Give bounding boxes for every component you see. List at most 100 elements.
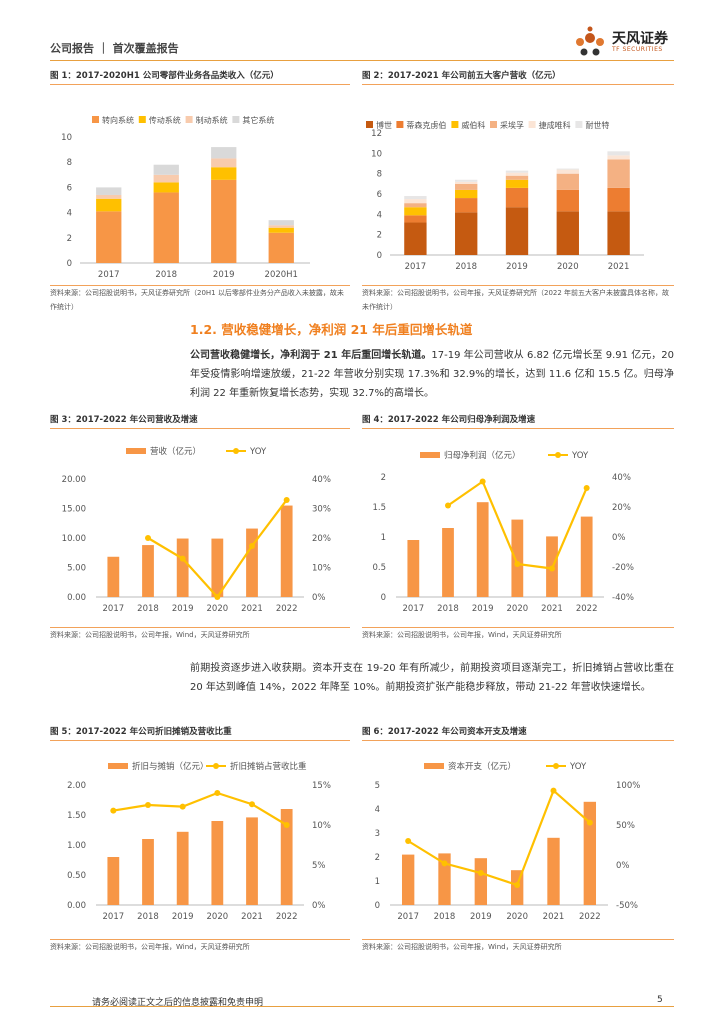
line-point	[249, 542, 255, 549]
legend-swatch-2	[451, 121, 459, 128]
line-point	[145, 535, 151, 541]
y-tick-label: 2.00	[67, 781, 86, 791]
x-tick-label: 2017	[103, 912, 125, 922]
y2-tick-label: 100%	[616, 781, 640, 791]
line-point	[550, 787, 557, 794]
figure-6-source: 资料来源：公司招股说明书，公司年报，Wind，天风证券研究所	[362, 943, 562, 951]
bar-segment	[607, 159, 630, 188]
bar-segment	[268, 232, 294, 263]
line-series	[407, 788, 591, 887]
y2-tick-label: -50%	[616, 901, 638, 911]
y-tick-label: 15.00	[62, 505, 86, 515]
company-logo: 天风证券 TF SECURITIES	[570, 26, 680, 60]
x-tick-label: 2019	[470, 912, 492, 922]
figure-5-title: 图 5：2017-2022 年公司折旧摊销及营收比重	[50, 727, 232, 737]
x-tick-label: 2020H1	[265, 270, 298, 280]
x-tick-label: 2021	[541, 604, 563, 614]
figure-1-rule	[50, 84, 350, 85]
bar-segment	[556, 169, 579, 174]
x-tick-label: 2018	[155, 270, 177, 280]
figure-3-chart: 营收（亿元） YOY 0.00 5.00 10.00 15.00 20.00 0% 10% 20%…	[62, 446, 331, 614]
bar	[511, 519, 524, 597]
legend-bar-label: 资本开支（亿元）	[448, 761, 516, 772]
y2-tick-label: -20%	[612, 563, 634, 573]
x-tick-label: 2021	[543, 912, 565, 922]
x-tick-label: 2020	[207, 604, 229, 614]
legend-swatch-0	[366, 121, 373, 128]
bar-segment	[556, 189, 579, 212]
bar-segment	[404, 199, 427, 204]
legend-label-2: 制动系统	[196, 115, 228, 125]
y-tick-label: 20.00	[62, 475, 86, 485]
bar-segment	[505, 187, 529, 208]
line-point	[405, 838, 412, 844]
y2-tick-label: 40%	[312, 475, 331, 485]
legend-label-5: 耐世特	[585, 120, 609, 130]
y-tick-label: 8	[67, 158, 72, 168]
y-tick-label: 3	[375, 829, 380, 839]
legend-line-marker	[233, 448, 239, 454]
bar-segment	[211, 179, 237, 263]
x-tick-label: 2020	[506, 912, 528, 922]
y2-tick-label: 20%	[612, 503, 631, 513]
logo-subtext: TF SECURITIES	[612, 46, 663, 53]
x-tick-label: 2017	[103, 604, 125, 614]
y2-tick-label: 15%	[312, 781, 331, 791]
bar-segment	[96, 194, 122, 199]
bar	[280, 505, 293, 597]
paragraph-1: 公司营收稳健增长，净利润于 21 年后重回增长轨道。17-19 年公司营收从 6…	[190, 346, 674, 403]
line-point	[214, 594, 221, 600]
line-point	[514, 561, 521, 567]
legend-label-0: 转向系统	[102, 115, 134, 125]
x-tick-label: 2019	[213, 270, 235, 280]
bar-segment	[607, 211, 630, 255]
bar-segment	[505, 175, 529, 180]
bar	[583, 801, 597, 905]
figure-2-title: 图 2：2017-2021 年公司前五大客户营收（亿元）	[362, 71, 561, 81]
x-tick-label: 2018	[137, 604, 159, 614]
legend-swatch-2	[185, 116, 193, 123]
figure-4-bottom-rule	[362, 627, 674, 628]
y-tick-label: 0	[377, 251, 382, 261]
y2-tick-label: 10%	[312, 564, 331, 574]
bar-segment	[455, 181, 478, 184]
legend-line-marker	[555, 452, 561, 458]
y-tick-label: 2	[381, 473, 386, 483]
figure-5-bottom-rule	[50, 939, 350, 940]
legend-bar-swatch	[424, 763, 444, 769]
legend-bar-label: 营收（亿元）	[150, 446, 201, 457]
figure-6-chart: 资本开支（亿元） YOY 0 1 2 3 4 5 -50% 0% 50% 100% 2017 2018 20…	[375, 761, 641, 922]
figure-2-bottom-rule	[362, 285, 674, 286]
bar	[401, 854, 415, 905]
figure-1: 图 1：2017-2020H1 公司零部件业务各品类收入（亿元） 转向系统 传动系…	[50, 69, 350, 314]
legend-swatch-3	[232, 116, 240, 123]
figure-4: 图 4：2017-2022 年公司归母净利润及增速 归母净利润（亿元） YOY 0 0…	[362, 413, 674, 642]
figure-3-title: 图 3：2017-2022 年公司营收及增速	[50, 415, 198, 425]
figure-4-source: 资料来源：公司招股说明书，公司年报，Wind，天风证券研究所	[362, 631, 562, 639]
figure-3-source: 资料来源：公司招股说明书，公司年报，Wind，天风证券研究所	[50, 631, 250, 639]
legend-label-1: 传动系统	[149, 115, 181, 125]
bar-segment	[268, 220, 294, 226]
x-tick-label: 2018	[137, 912, 159, 922]
disclaimer-footer: 请务必阅读正文之后的信息披露和免责申明	[92, 998, 264, 1008]
figure-1-chart: 转向系统 传动系统 制动系统 其它系统 0 2 4 6 8 10 2017 2018 2019 2020H…	[61, 115, 310, 280]
y2-tick-label: 30%	[312, 505, 331, 515]
legend-bar-label: 折旧与摊销（亿元）	[132, 761, 209, 772]
y-tick-label: 1	[375, 877, 380, 887]
bar-segment	[556, 173, 579, 190]
x-tick-label: 2020	[557, 262, 579, 272]
bar-segment	[211, 167, 237, 180]
y-tick-label: 0.5	[372, 563, 386, 573]
line-point	[179, 555, 186, 562]
y-tick-label: 2	[67, 234, 72, 244]
y2-tick-label: 20%	[312, 534, 331, 544]
figure-2-rule	[362, 84, 674, 85]
figure-5-rule	[50, 740, 350, 741]
x-tick-label: 2019	[172, 912, 194, 922]
figure-3-rule	[50, 428, 350, 429]
bar-segment	[96, 211, 122, 263]
logo-text: 天风证券	[612, 31, 668, 47]
bar	[442, 528, 454, 597]
bar	[107, 556, 120, 597]
y-tick-label: 10	[61, 133, 72, 143]
